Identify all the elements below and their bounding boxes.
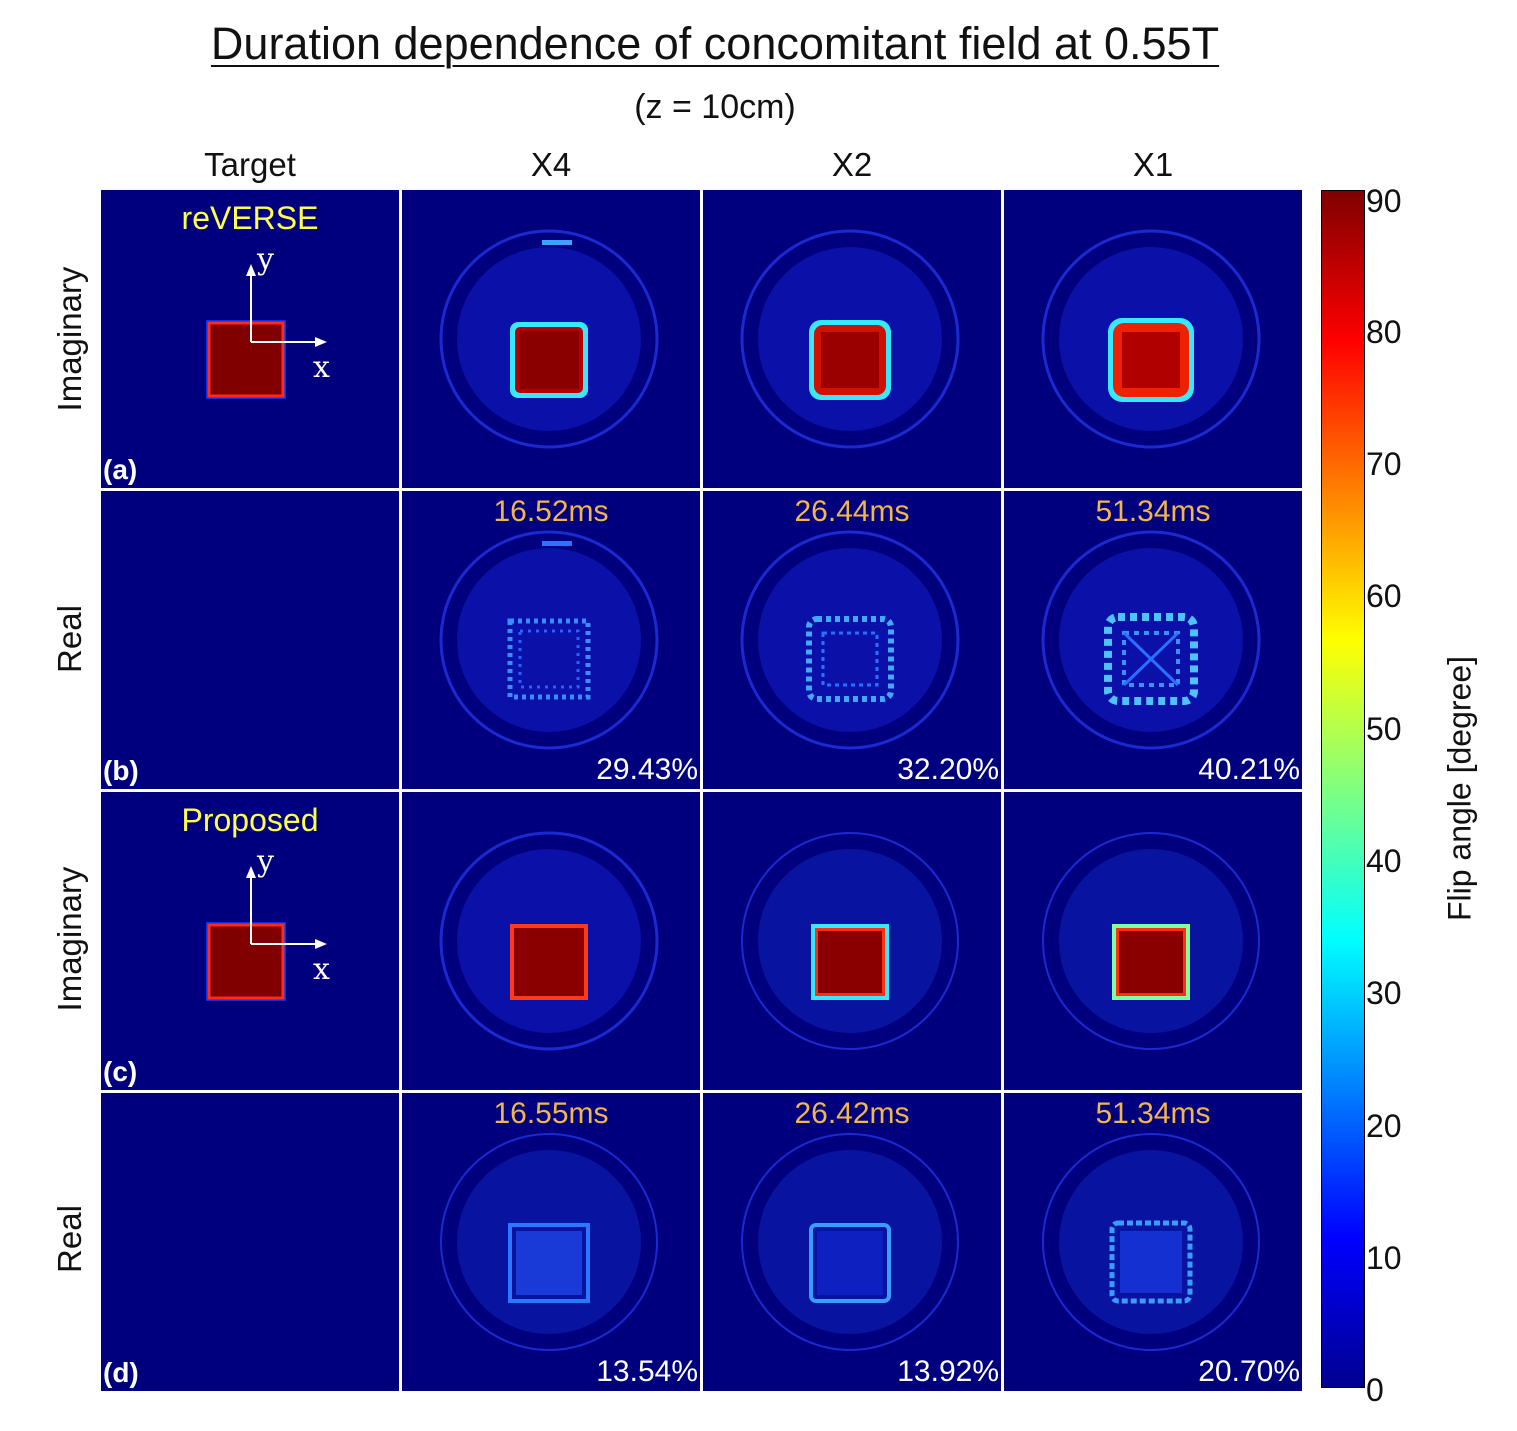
column-header-x2: X2 xyxy=(831,146,873,183)
flip-angle-map xyxy=(439,530,659,750)
x-axis-letter: x xyxy=(313,350,330,385)
duration-b-x2: 26.44ms xyxy=(794,495,910,528)
flip-angle-map xyxy=(1041,229,1261,449)
flip-angle-map xyxy=(1042,1133,1260,1351)
method-label-proposed: Proposed xyxy=(181,802,319,838)
panel-b-x1: 51.34ms 40.21% xyxy=(1004,491,1302,789)
flip-angle-map xyxy=(439,229,659,449)
panel-d-x1: 51.34ms 20.70% xyxy=(1004,1093,1302,1391)
error-percent-d-x2: 13.92% xyxy=(897,1355,999,1388)
column-header-target: Target xyxy=(204,146,296,183)
flip-angle-map xyxy=(440,1133,658,1351)
panel-b-target: (b) xyxy=(101,491,399,789)
flip-angle-map xyxy=(1041,530,1261,750)
panel-b-x2: 26.44ms 32.20% xyxy=(703,491,1001,789)
panel-letter-c: (c) xyxy=(103,1056,138,1087)
y-axis-letter: y xyxy=(257,844,274,879)
flip-angle-map xyxy=(741,832,959,1050)
error-percent-b-x1: 40.21% xyxy=(1198,753,1300,786)
colorbar-tick: 40 xyxy=(1366,843,1402,879)
column-header-x1: X1 xyxy=(1132,146,1174,183)
colorbar-tick: 70 xyxy=(1366,446,1402,482)
column-header-x4: X4 xyxy=(530,146,572,183)
colorbar-tick: 80 xyxy=(1366,314,1402,350)
colorbar-label: Flip angle [degree] xyxy=(1441,655,1478,922)
flip-angle-map xyxy=(741,1133,959,1351)
panel-d-x2: 26.42ms 13.92% xyxy=(703,1093,1001,1391)
colorbar-tick: 60 xyxy=(1366,578,1402,614)
panel-letter-a: (a) xyxy=(103,454,138,485)
colorbar-tick: 0 xyxy=(1366,1372,1384,1408)
panel-c-target: Proposed y x (c) xyxy=(101,792,399,1090)
panel-b-x4: 16.52ms 29.43% xyxy=(402,491,700,789)
panel-letter-d: (d) xyxy=(103,1357,139,1388)
error-percent-b-x2: 32.20% xyxy=(897,753,999,786)
error-percent-b-x4: 29.43% xyxy=(596,753,698,786)
row-label-d: Real xyxy=(51,1205,88,1273)
flip-angle-map xyxy=(740,229,960,449)
row-label-b: Real xyxy=(51,605,88,673)
error-percent-d-x4: 13.54% xyxy=(596,1355,698,1388)
flip-angle-map xyxy=(439,831,659,1051)
colorbar-tick: 50 xyxy=(1366,711,1402,747)
duration-d-x4: 16.55ms xyxy=(493,1097,609,1130)
row-label-a: Imaginary xyxy=(51,266,88,412)
panel-letter-b: (b) xyxy=(103,755,139,786)
row-label-c: Imaginary xyxy=(51,866,88,1012)
panel-d-x4: 16.55ms 13.54% xyxy=(402,1093,700,1391)
panel-c-x4 xyxy=(402,792,700,1090)
colorbar-tick: 10 xyxy=(1366,1240,1402,1276)
duration-b-x4: 16.52ms xyxy=(493,495,609,528)
flip-angle-map xyxy=(740,530,960,750)
target-square-graphic xyxy=(206,264,327,399)
colorbar-tick: 90 xyxy=(1366,183,1402,219)
panel-c-x1 xyxy=(1004,792,1302,1090)
panel-a-x2 xyxy=(703,190,1001,488)
colorbar-tick: 20 xyxy=(1366,1108,1402,1144)
duration-d-x1: 51.34ms xyxy=(1095,1097,1211,1130)
panel-a-x1 xyxy=(1004,190,1302,488)
duration-b-x1: 51.34ms xyxy=(1095,495,1211,528)
panel-a-target: reVERSE y x (a) xyxy=(101,190,399,488)
error-percent-d-x1: 20.70% xyxy=(1198,1355,1300,1388)
target-square-graphic xyxy=(206,866,327,1001)
x-axis-letter: x xyxy=(313,952,330,987)
panel-d-target: (d) xyxy=(101,1093,399,1391)
method-label-reverse: reVERSE xyxy=(181,200,319,236)
colorbar xyxy=(1321,190,1365,1388)
duration-d-x2: 26.42ms xyxy=(794,1097,910,1130)
figure-subtitle: (z = 10cm) xyxy=(634,88,796,126)
y-axis-letter: y xyxy=(257,242,274,277)
colorbar-tick: 30 xyxy=(1366,975,1402,1011)
flip-angle-map xyxy=(1042,832,1260,1050)
figure-title: Duration dependence of concomitant field… xyxy=(210,18,1220,69)
panel-a-x4 xyxy=(402,190,700,488)
panel-c-x2 xyxy=(703,792,1001,1090)
